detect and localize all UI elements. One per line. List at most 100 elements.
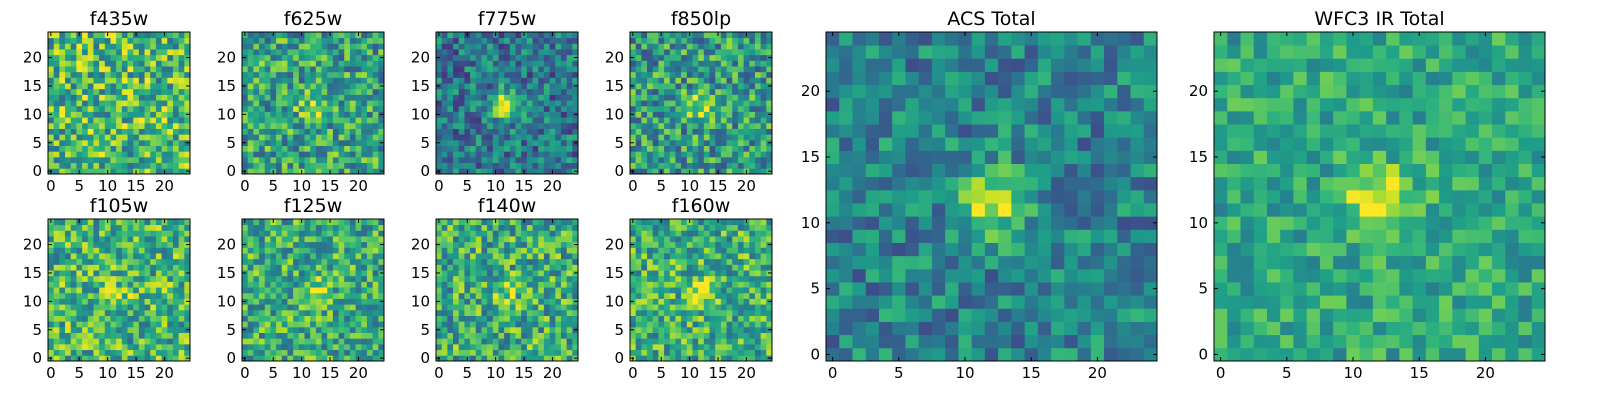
heatmap-cell	[492, 94, 499, 101]
heatmap-cell	[264, 270, 271, 277]
heatmap-cell	[498, 151, 505, 158]
heatmap-cell	[698, 145, 705, 152]
heatmap-cell	[242, 343, 249, 351]
heatmap-cell	[641, 326, 648, 333]
heatmap-cell	[447, 219, 454, 226]
heatmap-cell	[321, 77, 328, 84]
heatmap-cell	[378, 253, 385, 260]
heatmap-cell	[344, 281, 351, 288]
heatmap-cell	[647, 168, 654, 175]
heatmap-cell	[436, 88, 443, 95]
heatmap-cell	[464, 281, 471, 288]
heatmap-cell	[686, 60, 693, 67]
heatmap-cell	[703, 343, 710, 351]
heatmap-cell	[447, 162, 454, 169]
heatmap-cell	[167, 32, 174, 39]
heatmap-cell	[287, 128, 294, 135]
heatmap-cell	[247, 349, 254, 356]
heatmap-cell	[464, 111, 471, 118]
heatmap-cell	[281, 128, 288, 135]
heatmap-cell	[749, 105, 756, 112]
heatmap-cell	[509, 258, 516, 265]
heatmap-cell	[372, 162, 379, 169]
heatmap-cell	[504, 94, 511, 101]
heatmap-cell	[766, 343, 773, 351]
heatmap-cell	[481, 77, 488, 84]
heatmap-cell	[743, 117, 750, 124]
heatmap-cell	[150, 94, 157, 101]
heatmap-cell	[686, 134, 693, 141]
heatmap-cell	[635, 315, 642, 322]
heatmap-cell	[504, 54, 511, 61]
heatmap-cell	[253, 37, 260, 44]
heatmap-cell	[549, 122, 556, 129]
heatmap-cell	[321, 156, 328, 164]
heatmap-cell	[487, 275, 494, 282]
heatmap-cell	[184, 105, 191, 112]
heatmap-cell	[259, 304, 266, 311]
heatmap-cell	[287, 43, 294, 50]
heatmap-cell	[458, 168, 465, 175]
heatmap-cell	[116, 100, 123, 107]
heatmap-cell	[509, 264, 516, 271]
heatmap-cell	[441, 349, 448, 356]
heatmap-cell	[155, 287, 162, 294]
heatmap-cell	[116, 43, 123, 50]
heatmap-cell	[737, 134, 744, 141]
heatmap-cell	[298, 304, 305, 311]
heatmap-cell	[538, 343, 545, 351]
heatmap-cell	[458, 275, 465, 282]
heatmap-cell	[566, 230, 573, 237]
heatmap-cell	[172, 37, 180, 44]
heatmap-cell	[635, 105, 642, 112]
heatmap-cell	[276, 321, 283, 328]
heatmap-cell	[65, 247, 72, 254]
heatmap-cell	[355, 54, 362, 61]
heatmap-cell	[355, 338, 362, 345]
heatmap-cell	[70, 43, 77, 50]
heatmap-cell	[378, 304, 385, 311]
heatmap-cell	[247, 88, 254, 95]
heatmap-cell	[436, 145, 443, 152]
heatmap-cell	[453, 309, 460, 316]
heatmap-cell	[464, 128, 471, 135]
heatmap-cell	[87, 281, 94, 288]
heatmap-cell	[378, 247, 385, 254]
heatmap-cell	[167, 264, 174, 271]
heatmap-cell	[366, 168, 374, 175]
heatmap-cell	[253, 355, 260, 362]
heatmap-cell	[155, 241, 162, 248]
heatmap-cell	[549, 258, 556, 265]
heatmap-cell	[304, 122, 311, 129]
heatmap-cell	[566, 326, 573, 333]
heatmap-cell	[453, 343, 460, 351]
heatmap-cell	[144, 309, 151, 316]
heatmap-cell	[87, 43, 94, 50]
x-tick-label: 20	[155, 364, 174, 382]
heatmap-cell	[475, 281, 482, 288]
heatmap-cell	[172, 88, 180, 95]
heatmap-cell	[104, 117, 111, 124]
heatmap-cell	[555, 122, 562, 129]
heatmap-cell	[247, 236, 254, 243]
heatmap-cell	[65, 326, 72, 333]
heatmap-cell	[504, 219, 511, 226]
heatmap-cell	[104, 253, 111, 260]
heatmap-cell	[276, 105, 283, 112]
heatmap-cell	[99, 343, 106, 351]
heatmap-cell	[709, 156, 716, 164]
heatmap-cell	[338, 287, 345, 294]
heatmap-cell	[658, 145, 665, 152]
heatmap-cell	[144, 128, 151, 135]
heatmap-cell	[264, 88, 271, 95]
heatmap-cell	[475, 270, 482, 277]
heatmap-cell	[344, 156, 351, 164]
heatmap-cell	[184, 156, 191, 164]
heatmap-cell	[110, 343, 117, 351]
heatmap-cell	[315, 332, 322, 339]
heatmap-cell	[321, 128, 328, 135]
heatmap-cell	[698, 156, 705, 164]
heatmap-cell	[749, 134, 756, 141]
heatmap-cell	[259, 275, 266, 282]
heatmap-cell	[327, 315, 334, 322]
